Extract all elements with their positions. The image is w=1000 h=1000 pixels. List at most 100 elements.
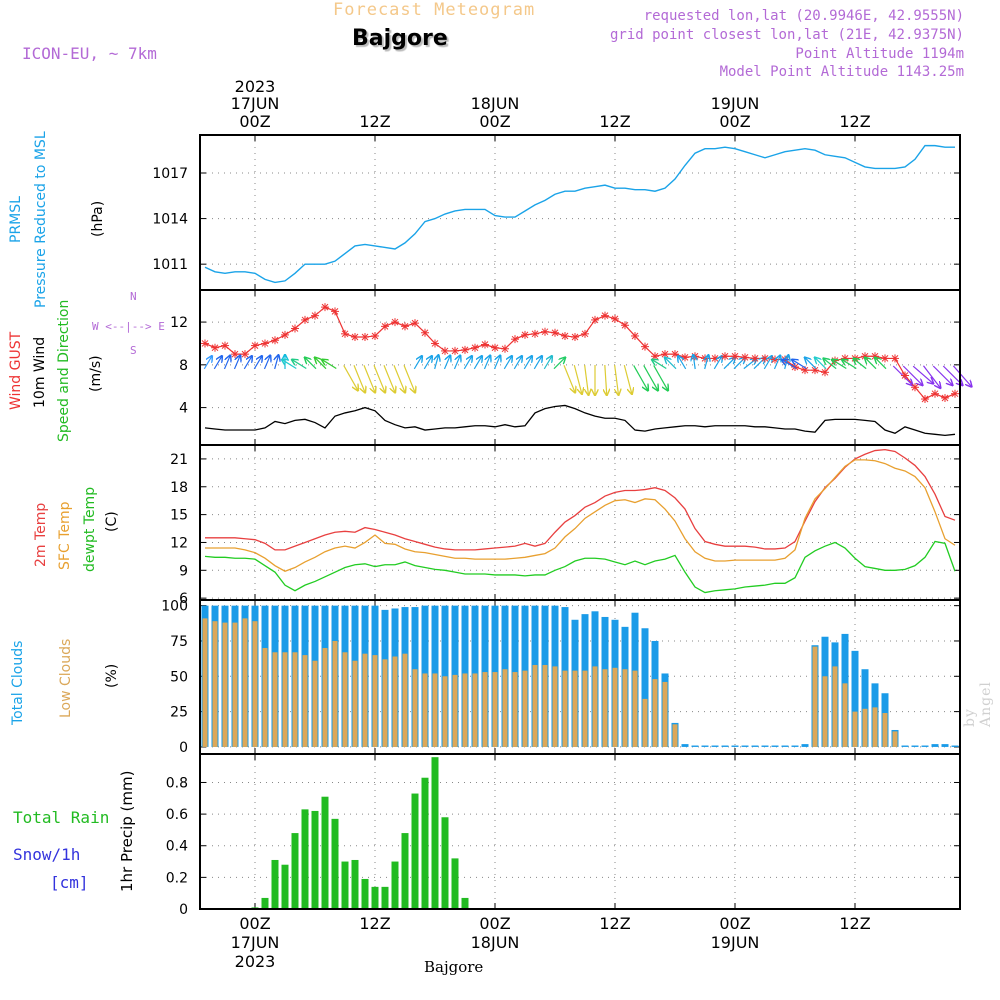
gust-marker xyxy=(571,333,579,342)
total-cloud-bar xyxy=(911,745,919,747)
rain-bar xyxy=(411,793,419,909)
low-cloud-bar xyxy=(302,655,308,747)
y-tick-label: 15 xyxy=(170,508,188,524)
total-cloud-bar xyxy=(641,628,649,747)
gust-marker xyxy=(931,389,939,398)
model-name: ICON-EU, ~ 7km xyxy=(22,44,157,63)
y-tick-label: 0.4 xyxy=(166,839,188,855)
gust-marker xyxy=(511,335,519,344)
rain-bar xyxy=(271,859,279,909)
rain-bar xyxy=(261,897,269,909)
low-cloud-bar xyxy=(892,731,898,747)
bottom-time-label: 00Z xyxy=(719,914,750,933)
gust-marker xyxy=(541,327,549,336)
wind-arrow xyxy=(523,356,532,370)
total-cloud-bar xyxy=(691,745,699,747)
low-cloud-bar xyxy=(442,676,448,747)
gust-marker xyxy=(261,339,269,348)
low-cloud-bar xyxy=(642,698,648,747)
y-tick-label: 1017 xyxy=(152,166,188,182)
low-cloud-bar xyxy=(592,666,598,747)
wind-arrow xyxy=(383,365,395,392)
rain-bar xyxy=(311,810,319,909)
rain-bar xyxy=(281,864,289,909)
rain-bar xyxy=(421,777,429,909)
top-time-label: 00Z xyxy=(239,112,270,131)
wind-arrow xyxy=(233,356,240,370)
top-date-label: 19JUN xyxy=(711,94,760,113)
low-cloud-bar xyxy=(362,653,368,747)
low-cloud-bar xyxy=(422,673,428,747)
y-tick-label: 1011 xyxy=(152,257,188,273)
gust-marker xyxy=(651,352,659,361)
gust-marker xyxy=(601,311,609,320)
wind-arrow xyxy=(753,358,765,370)
wind-arrow xyxy=(605,364,607,395)
total-cloud-bar xyxy=(941,744,949,747)
gust-line xyxy=(204,306,956,400)
low-cloud-bar xyxy=(872,707,878,747)
wind-arrow xyxy=(713,356,722,370)
bottom-time-label: 00Z xyxy=(479,914,510,933)
gust-marker xyxy=(631,331,639,340)
gust-marker xyxy=(741,353,749,362)
low-cloud-bar xyxy=(552,666,558,747)
wind-arrow xyxy=(423,356,432,370)
low-cloud-bar xyxy=(332,640,338,747)
gust-marker xyxy=(911,383,919,392)
rain-bar xyxy=(381,886,389,909)
top-date-label: 18JUN xyxy=(471,94,520,113)
bottom-time-label: 12Z xyxy=(359,914,390,933)
y-tick-label: 0 xyxy=(179,740,188,756)
pressure-line xyxy=(204,144,955,284)
low-cloud-bar xyxy=(482,672,488,747)
wind-arrow xyxy=(922,365,940,388)
bottom-time-label: 00Z xyxy=(239,914,270,933)
wind-arrow xyxy=(343,365,358,390)
rain-bar xyxy=(391,861,399,909)
low-cloud-bar xyxy=(232,622,238,747)
total-cloud-bar xyxy=(731,745,739,747)
total-cloud-bar xyxy=(901,745,909,747)
gust-marker xyxy=(351,333,359,342)
station-name: Bajgore xyxy=(352,26,448,51)
wind-arrow xyxy=(275,355,279,370)
gust-marker xyxy=(281,330,289,339)
top-time-label: 00Z xyxy=(719,112,750,131)
gust-marker xyxy=(941,393,949,402)
wind-arrow xyxy=(693,355,695,370)
bottom-time-label: 12Z xyxy=(599,914,630,933)
label-total-rain: Total Rain xyxy=(13,808,110,827)
low-cloud-bar xyxy=(322,648,328,747)
gust-marker xyxy=(881,354,889,363)
low-cloud-bar xyxy=(632,670,638,747)
gust-marker xyxy=(331,307,339,316)
low-cloud-bar xyxy=(412,669,418,747)
low-cloud-bar xyxy=(532,664,538,747)
wind-arrow xyxy=(322,360,337,370)
gust-marker xyxy=(461,345,469,354)
gust-marker xyxy=(641,342,649,351)
top-time-label: 12Z xyxy=(839,112,870,131)
compass-west-east: W <--|--> E xyxy=(92,320,165,333)
total-cloud-bar xyxy=(741,745,749,747)
low-cloud-bar xyxy=(292,652,298,747)
wind-arrow xyxy=(413,356,422,370)
y-tick-label: 0 xyxy=(179,902,188,918)
wind-arrow xyxy=(763,356,772,370)
gust-marker xyxy=(491,343,499,352)
wind-arrow xyxy=(875,358,887,370)
requested-location: requested lon,lat (20.9946E, 42.9555N) xyxy=(643,8,964,24)
grid-point-location: grid point closest lon,lat (21E, 42.9375… xyxy=(609,27,964,43)
gust-marker xyxy=(871,352,879,361)
top-time-label: 12Z xyxy=(359,112,390,131)
rain-bar xyxy=(341,861,349,909)
wind-arrow xyxy=(305,358,317,370)
wind-arrow xyxy=(902,365,922,385)
low-cloud-bar xyxy=(672,724,678,747)
wind-arrow xyxy=(473,356,482,370)
rain-bar xyxy=(361,878,369,909)
low-cloud-bar xyxy=(342,652,348,747)
wind-arrow xyxy=(782,360,797,370)
rain-bar xyxy=(461,897,469,909)
